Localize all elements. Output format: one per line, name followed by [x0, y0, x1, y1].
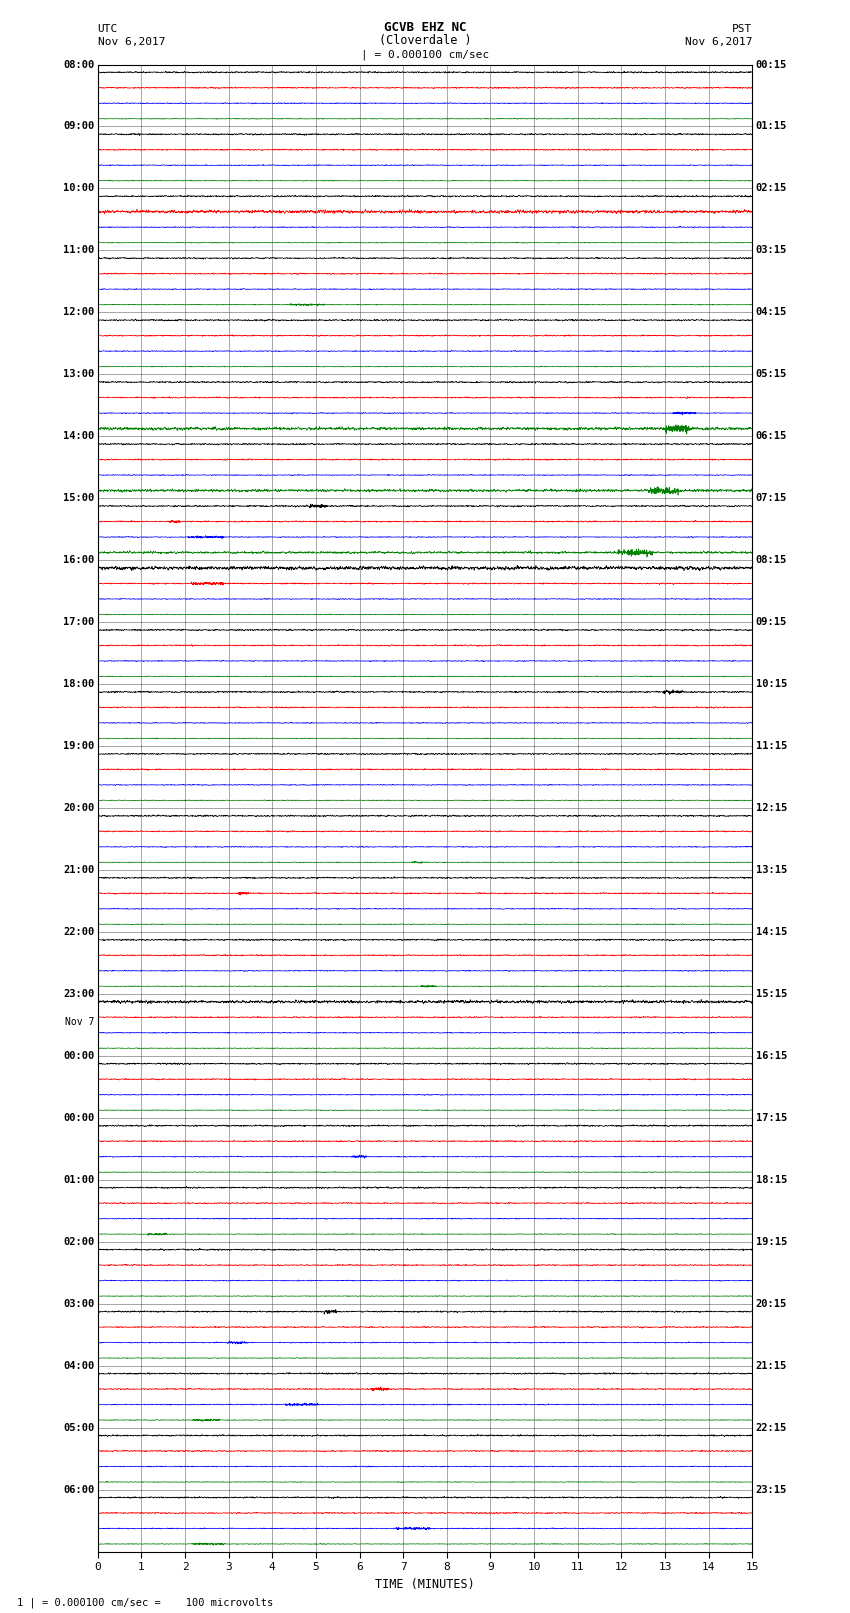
Text: 01:15: 01:15 — [756, 121, 787, 132]
Text: 20:15: 20:15 — [756, 1298, 787, 1308]
Text: 15:00: 15:00 — [63, 494, 94, 503]
Text: 02:15: 02:15 — [756, 184, 787, 194]
Text: 13:15: 13:15 — [756, 865, 787, 876]
Text: 11:15: 11:15 — [756, 740, 787, 752]
X-axis label: TIME (MINUTES): TIME (MINUTES) — [375, 1578, 475, 1590]
Text: 15:15: 15:15 — [756, 989, 787, 998]
Text: 19:15: 19:15 — [756, 1237, 787, 1247]
Text: 12:00: 12:00 — [63, 308, 94, 318]
Text: 06:00: 06:00 — [63, 1484, 94, 1495]
Text: 06:15: 06:15 — [756, 431, 787, 442]
Text: 12:15: 12:15 — [756, 803, 787, 813]
Text: 11:00: 11:00 — [63, 245, 94, 255]
Text: 04:00: 04:00 — [63, 1361, 94, 1371]
Text: 10:00: 10:00 — [63, 184, 94, 194]
Text: Nov 7: Nov 7 — [65, 1016, 94, 1027]
Text: | = 0.000100 cm/sec: | = 0.000100 cm/sec — [361, 48, 489, 60]
Text: 22:15: 22:15 — [756, 1423, 787, 1432]
Text: 02:00: 02:00 — [63, 1237, 94, 1247]
Text: 00:00: 00:00 — [63, 1113, 94, 1123]
Text: 09:00: 09:00 — [63, 121, 94, 132]
Text: 18:00: 18:00 — [63, 679, 94, 689]
Text: 04:15: 04:15 — [756, 308, 787, 318]
Text: 01:00: 01:00 — [63, 1174, 94, 1186]
Text: 00:00: 00:00 — [63, 1052, 94, 1061]
Text: 17:00: 17:00 — [63, 618, 94, 627]
Text: 1 | = 0.000100 cm/sec =    100 microvolts: 1 | = 0.000100 cm/sec = 100 microvolts — [17, 1597, 273, 1608]
Text: 14:15: 14:15 — [756, 927, 787, 937]
Text: 23:00: 23:00 — [63, 989, 94, 998]
Text: 13:00: 13:00 — [63, 369, 94, 379]
Text: Nov 6,2017: Nov 6,2017 — [98, 37, 165, 47]
Text: PST: PST — [732, 24, 752, 34]
Text: 17:15: 17:15 — [756, 1113, 787, 1123]
Text: 05:15: 05:15 — [756, 369, 787, 379]
Text: 00:15: 00:15 — [756, 60, 787, 69]
Text: 03:15: 03:15 — [756, 245, 787, 255]
Text: 07:15: 07:15 — [756, 494, 787, 503]
Text: Nov 6,2017: Nov 6,2017 — [685, 37, 752, 47]
Text: 20:00: 20:00 — [63, 803, 94, 813]
Text: 09:15: 09:15 — [756, 618, 787, 627]
Text: 08:15: 08:15 — [756, 555, 787, 565]
Text: 21:00: 21:00 — [63, 865, 94, 876]
Text: 16:00: 16:00 — [63, 555, 94, 565]
Text: GCVB EHZ NC: GCVB EHZ NC — [383, 21, 467, 34]
Text: 14:00: 14:00 — [63, 431, 94, 442]
Text: (Cloverdale ): (Cloverdale ) — [379, 34, 471, 47]
Text: 23:15: 23:15 — [756, 1484, 787, 1495]
Text: 03:00: 03:00 — [63, 1298, 94, 1308]
Text: 18:15: 18:15 — [756, 1174, 787, 1186]
Text: 22:00: 22:00 — [63, 927, 94, 937]
Text: 16:15: 16:15 — [756, 1052, 787, 1061]
Text: 05:00: 05:00 — [63, 1423, 94, 1432]
Text: UTC: UTC — [98, 24, 118, 34]
Text: 21:15: 21:15 — [756, 1361, 787, 1371]
Text: 19:00: 19:00 — [63, 740, 94, 752]
Text: 10:15: 10:15 — [756, 679, 787, 689]
Text: 08:00: 08:00 — [63, 60, 94, 69]
